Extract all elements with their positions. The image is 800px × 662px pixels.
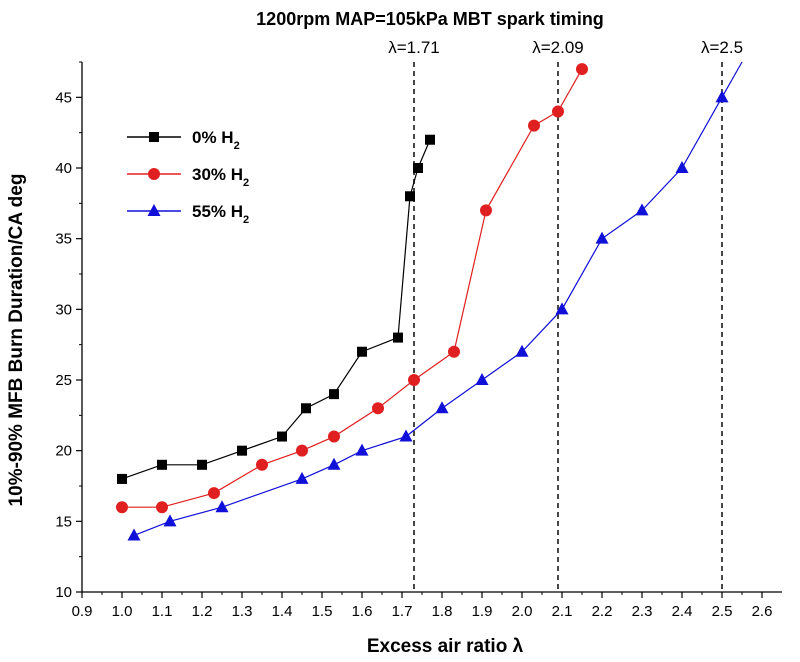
y-tick-label: 15 xyxy=(55,513,72,530)
data-point-circle xyxy=(408,374,420,386)
legend-label: 30% H2 xyxy=(192,165,249,189)
y-tick-label: 45 xyxy=(55,89,72,106)
legend-label: 0% H2 xyxy=(192,128,240,152)
series-group xyxy=(116,63,588,514)
x-tick-label: 2.5 xyxy=(712,603,733,620)
series-line xyxy=(133,61,743,537)
reference-line-label: λ=2.5 xyxy=(701,38,743,57)
series-group xyxy=(117,134,435,484)
data-point-triangle xyxy=(355,443,369,456)
series-group xyxy=(127,61,743,541)
x-tick-label: 1.0 xyxy=(112,603,133,620)
x-tick-label: 2.2 xyxy=(592,603,613,620)
x-tick-label: 1.8 xyxy=(432,603,453,620)
data-point-square xyxy=(197,459,207,470)
data-point-triangle xyxy=(675,161,689,173)
x-tick-label: 2.1 xyxy=(552,603,573,620)
data-point-circle xyxy=(576,63,588,76)
data-point-square xyxy=(413,163,423,173)
data-point-triangle xyxy=(399,429,413,442)
data-point-triangle xyxy=(635,203,649,216)
data-point-triangle xyxy=(555,302,569,315)
x-tick-label: 0.9 xyxy=(72,603,93,620)
legend-subscript: 2 xyxy=(243,177,249,189)
reference-line-label: λ=1.71 xyxy=(388,38,440,57)
data-point-triangle xyxy=(163,514,177,527)
data-point-circle xyxy=(156,501,168,514)
data-point-circle xyxy=(480,204,492,217)
legend-subscript: 2 xyxy=(243,214,249,226)
legend-subscript: 2 xyxy=(234,140,240,152)
legend: 0% H2 30% H2 55% H2 xyxy=(127,128,249,226)
data-point-square xyxy=(425,134,435,145)
data-point-square xyxy=(277,431,287,442)
y-axis-label: 10%-90% MFB Burn Duration/CA deg xyxy=(6,174,27,507)
x-tick-label: 1.9 xyxy=(472,603,493,620)
data-point-triangle xyxy=(147,204,161,216)
series-line xyxy=(122,68,583,508)
data-point-circle xyxy=(372,402,384,415)
data-point-triangle xyxy=(435,401,449,414)
data-point-square xyxy=(117,473,127,484)
y-tick-label: 40 xyxy=(55,160,72,177)
data-point-square xyxy=(329,389,339,400)
reference-line-label: λ=2.09 xyxy=(532,38,584,57)
data-point-triangle xyxy=(715,90,729,103)
data-point-triangle xyxy=(127,528,141,541)
x-tick-label: 1.5 xyxy=(312,603,333,620)
series-line xyxy=(121,139,431,480)
x-tick-label: 1.7 xyxy=(392,603,413,620)
x-tick-label: 1.3 xyxy=(232,603,253,620)
y-tick-label: 10 xyxy=(55,584,72,601)
data-point-square xyxy=(393,332,403,343)
data-point-triangle xyxy=(327,457,341,470)
x-tick-label: 2.6 xyxy=(752,603,773,620)
data-point-square xyxy=(405,191,415,202)
x-tick-label: 2.4 xyxy=(672,603,693,620)
chart-title: 1200rpm MAP=105kPa MBT spark timing xyxy=(256,9,604,29)
x-axis-label: Excess air ratio λ xyxy=(367,636,524,657)
data-point-triangle xyxy=(215,500,229,513)
y-tick-label: 35 xyxy=(55,231,72,248)
data-point-circle xyxy=(116,501,128,514)
data-point-triangle xyxy=(295,471,309,484)
x-tick-label: 2.3 xyxy=(632,603,653,620)
y-tick-label: 30 xyxy=(55,301,72,318)
data-point-circle xyxy=(528,119,540,132)
data-point-square xyxy=(301,403,311,414)
data-point-square xyxy=(149,132,159,142)
x-tick-label: 1.6 xyxy=(352,603,373,620)
data-point-circle xyxy=(208,487,220,500)
y-tick-label: 20 xyxy=(55,443,72,460)
data-point-triangle xyxy=(515,344,529,357)
x-tick-label: 1.1 xyxy=(152,603,173,620)
x-tick-label: 2.0 xyxy=(512,603,533,620)
data-point-circle xyxy=(328,430,340,443)
data-point-circle xyxy=(448,345,460,358)
data-point-square xyxy=(157,459,167,470)
data-point-triangle xyxy=(595,231,609,244)
data-point-circle xyxy=(256,458,268,471)
y-tick-label: 25 xyxy=(55,372,72,389)
data-point-circle xyxy=(148,168,160,180)
data-point-circle xyxy=(296,444,308,457)
x-tick-label: 1.4 xyxy=(272,603,293,620)
data-point-square xyxy=(357,346,367,357)
legend-label: 55% H2 xyxy=(192,202,249,226)
data-point-circle xyxy=(552,105,564,118)
data-point-triangle xyxy=(475,373,489,385)
data-point-square xyxy=(237,445,247,456)
x-tick-label: 1.2 xyxy=(192,603,213,620)
